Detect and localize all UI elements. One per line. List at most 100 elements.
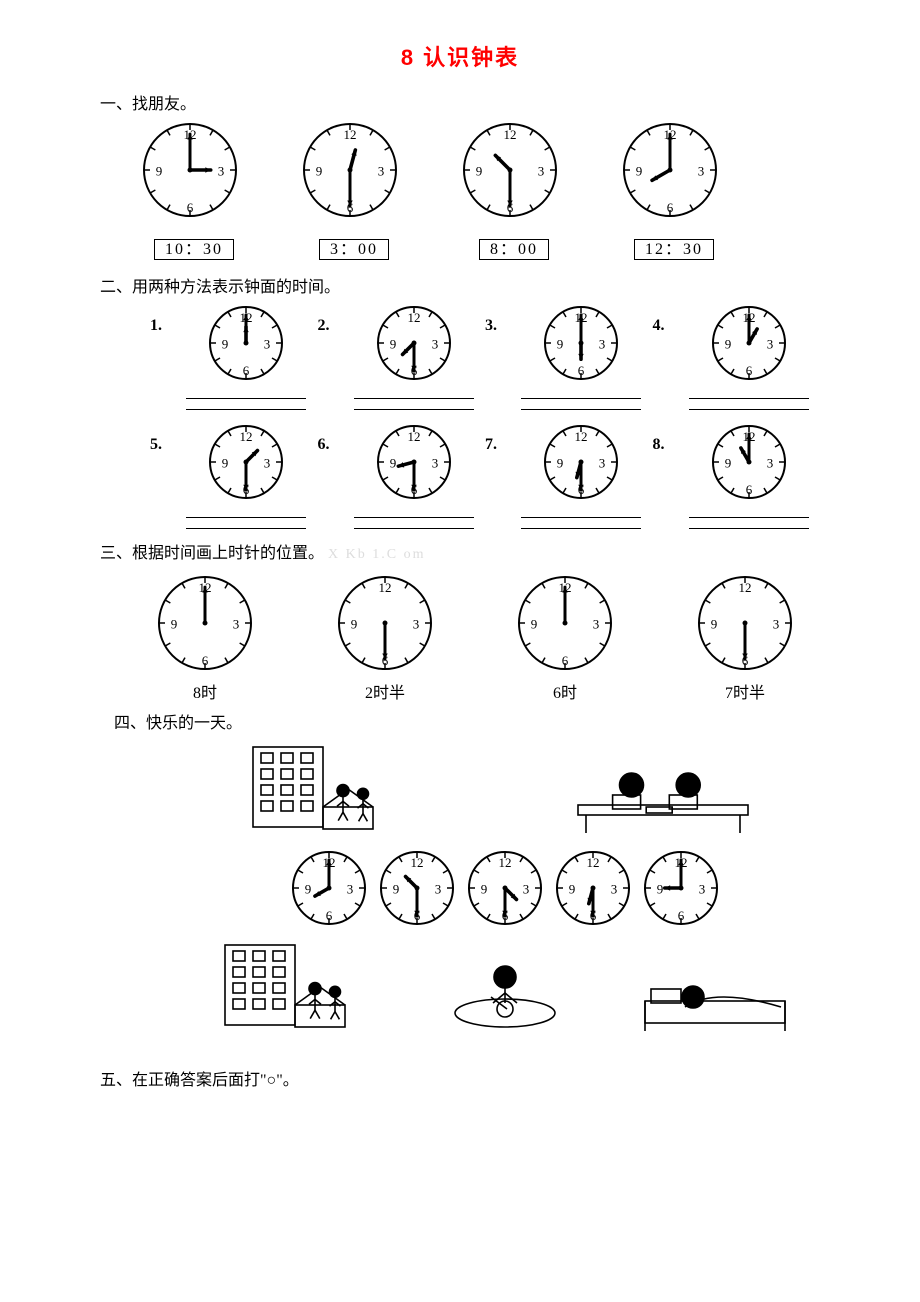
- clock-face-no-hour[interactable]: 36912: [695, 573, 795, 673]
- svg-text:9: 9: [222, 456, 229, 471]
- clock-slot: 36912: [620, 120, 720, 225]
- svg-text:9: 9: [569, 882, 576, 897]
- scene-illustration: [215, 937, 375, 1042]
- answer-blank[interactable]: [186, 409, 306, 410]
- svg-text:3: 3: [435, 882, 442, 897]
- item-number: 3.: [485, 303, 511, 335]
- section2-cell: 36912: [679, 422, 819, 533]
- answer-blank[interactable]: [689, 528, 809, 529]
- section3-cell: 369122时半: [320, 573, 450, 703]
- section3-cell: 369128时: [140, 573, 270, 703]
- answer-blank[interactable]: [521, 517, 641, 518]
- svg-text:3: 3: [593, 617, 600, 632]
- answer-blank[interactable]: [186, 398, 306, 399]
- svg-text:6: 6: [578, 363, 585, 378]
- svg-text:9: 9: [316, 164, 323, 179]
- answer-blank[interactable]: [521, 528, 641, 529]
- svg-text:9: 9: [351, 617, 358, 632]
- clock-slot: 36912: [300, 120, 400, 225]
- svg-text:9: 9: [531, 617, 538, 632]
- clock-time-label: 8时: [193, 679, 217, 703]
- svg-text:9: 9: [657, 882, 664, 897]
- section2-cell: 36912: [511, 303, 651, 414]
- svg-text:9: 9: [481, 882, 488, 897]
- svg-text:3: 3: [766, 456, 773, 471]
- svg-text:9: 9: [389, 337, 396, 352]
- clock-face: 36912: [206, 422, 286, 502]
- clock-time-label: 7时半: [725, 679, 765, 703]
- worksheet-title: 8 认识钟表: [100, 40, 820, 72]
- section3-label-text: 三、根据时间画上时针的位置。: [100, 545, 324, 562]
- answer-blank[interactable]: [186, 517, 306, 518]
- item-number: 5.: [150, 422, 176, 454]
- section3-cell: 369126时: [500, 573, 630, 703]
- scene-illustration: [635, 937, 795, 1042]
- answer-blank[interactable]: [689, 409, 809, 410]
- clock-time-label: 2时半: [365, 679, 405, 703]
- answer-blank[interactable]: [689, 398, 809, 399]
- section5-label: 五、在正确答案后面打"○"。: [100, 1066, 820, 1090]
- svg-text:12: 12: [407, 310, 420, 325]
- svg-text:9: 9: [389, 456, 396, 471]
- section2-label: 二、用两种方法表示钟面的时间。: [100, 273, 820, 297]
- svg-text:9: 9: [476, 164, 483, 179]
- svg-text:6: 6: [243, 363, 250, 378]
- answer-blank[interactable]: [354, 398, 474, 399]
- section4-scenes-top: [190, 739, 820, 844]
- clock-face: 36912: [465, 848, 545, 933]
- section1-label: 一、找朋友。: [100, 90, 820, 114]
- svg-text:6: 6: [202, 653, 209, 668]
- clock-face-no-hour[interactable]: 36912: [335, 573, 435, 673]
- svg-text:12: 12: [411, 855, 424, 870]
- svg-text:3: 3: [413, 617, 420, 632]
- svg-text:12: 12: [587, 855, 600, 870]
- item-number: 6.: [318, 422, 344, 454]
- svg-text:12: 12: [407, 429, 420, 444]
- answer-blank[interactable]: [689, 517, 809, 518]
- section3-label: 三、根据时间画上时针的位置。 X Kb 1.C om: [100, 539, 820, 563]
- section1-times-row: 10：30 3：00 8：00 12：30: [144, 235, 820, 259]
- clock-face-no-hour[interactable]: 36912: [515, 573, 615, 673]
- svg-text:9: 9: [156, 164, 163, 179]
- svg-text:3: 3: [431, 456, 438, 471]
- clock-face: 36912: [641, 848, 721, 933]
- section3-row: 369128时369122时半369126时369127时半: [140, 573, 820, 703]
- clock-face-no-hour[interactable]: 36912: [155, 573, 255, 673]
- section2-cell: 36912: [344, 422, 484, 533]
- svg-text:12: 12: [344, 127, 357, 142]
- clock-face: 36912: [553, 848, 633, 933]
- svg-text:3: 3: [233, 617, 240, 632]
- answer-blank[interactable]: [521, 398, 641, 399]
- svg-text:3: 3: [538, 164, 545, 179]
- clock-face: 36912: [709, 422, 789, 502]
- section3-cell: 36912 7时半: [680, 573, 810, 703]
- svg-text:6: 6: [187, 200, 194, 215]
- answer-blank[interactable]: [521, 409, 641, 410]
- svg-text:3: 3: [264, 337, 271, 352]
- answer-blank[interactable]: [354, 517, 474, 518]
- section2-cell: 36912: [679, 303, 819, 414]
- svg-text:9: 9: [171, 617, 178, 632]
- clock-face: 36912: [374, 422, 454, 502]
- answer-blank[interactable]: [354, 409, 474, 410]
- svg-text:3: 3: [766, 337, 773, 352]
- scene-illustration: [558, 739, 768, 844]
- item-number: 8.: [653, 422, 679, 454]
- clock-face: 36912: [541, 422, 621, 502]
- svg-text:3: 3: [264, 456, 271, 471]
- svg-text:6: 6: [745, 363, 752, 378]
- svg-text:6: 6: [326, 908, 333, 923]
- svg-text:6: 6: [667, 200, 674, 215]
- section4-container: 3691236912369123691236912: [190, 739, 820, 1042]
- clock-face: 36912: [541, 303, 621, 383]
- svg-text:12: 12: [379, 580, 392, 595]
- clock-face: 36912: [289, 848, 369, 933]
- scene-illustration: [243, 739, 453, 844]
- svg-text:3: 3: [218, 164, 225, 179]
- svg-text:3: 3: [699, 882, 706, 897]
- section1-clock-row: 36912 36912 36912 36912: [140, 120, 820, 225]
- answer-blank[interactable]: [186, 528, 306, 529]
- answer-blank[interactable]: [354, 528, 474, 529]
- section2-cell: 36912: [176, 303, 316, 414]
- svg-text:12: 12: [240, 429, 253, 444]
